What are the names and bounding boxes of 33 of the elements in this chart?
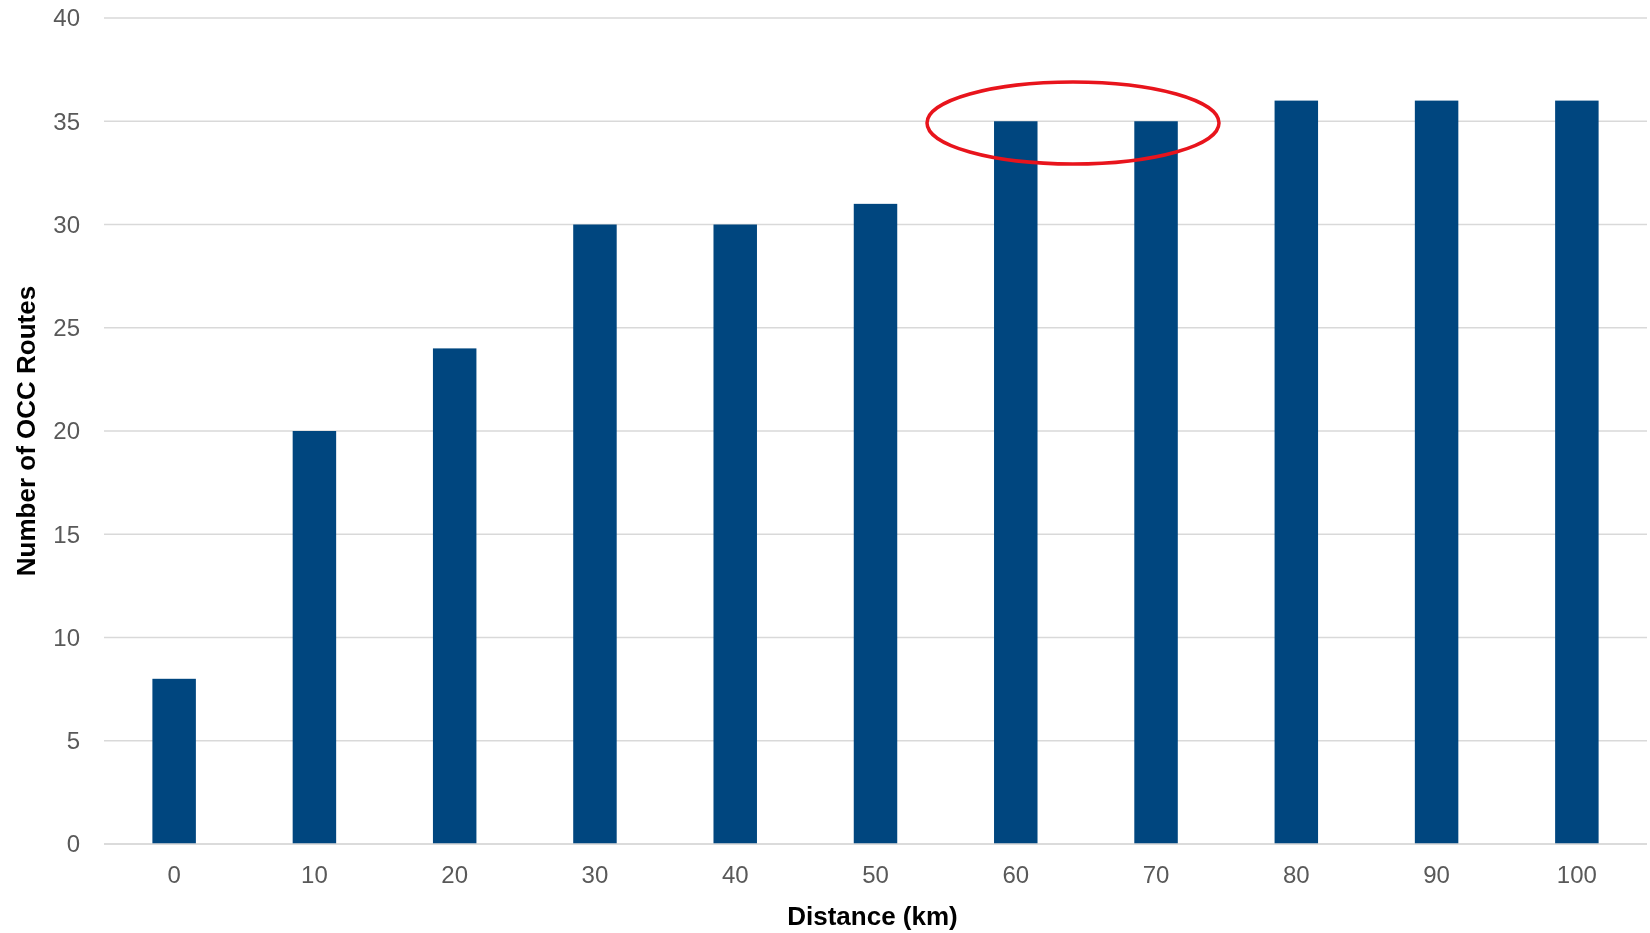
x-tick-label: 90: [1423, 861, 1450, 889]
bar: [152, 678, 196, 844]
bar: [1274, 100, 1319, 844]
bar: [853, 203, 898, 844]
y-axis-title: Number of OCC Routes: [11, 285, 42, 577]
bar: [713, 224, 757, 844]
y-tick-label: 20: [53, 417, 80, 445]
x-tick-label: 80: [1282, 861, 1310, 889]
y-tick-label: 35: [53, 107, 80, 135]
bar: [1555, 100, 1599, 844]
x-tick-label: 30: [581, 861, 609, 889]
y-tick-label: 0: [66, 830, 80, 858]
x-tick-label: 20: [441, 861, 469, 889]
x-tick-label: 40: [721, 861, 749, 889]
y-tick-label: 30: [53, 210, 80, 238]
bar: [292, 431, 337, 844]
y-tick-label: 15: [53, 520, 80, 548]
bar: [994, 121, 1038, 844]
x-axis-title: Distance (km): [787, 901, 958, 932]
x-tick-label: 100: [1556, 861, 1597, 889]
y-tick-label: 25: [53, 314, 80, 342]
x-tick-label: 0: [167, 861, 181, 889]
bar: [573, 224, 617, 844]
y-tick-label: 40: [53, 4, 80, 32]
x-tick-label: 70: [1142, 861, 1170, 889]
x-tick-label: 50: [862, 861, 889, 889]
y-tick-label: 10: [53, 623, 80, 651]
bar: [1134, 121, 1178, 844]
x-tick-label: 10: [301, 861, 328, 889]
y-tick-label: 5: [66, 727, 80, 755]
bar: [1414, 100, 1459, 844]
bar: [432, 348, 477, 844]
x-tick-label: 60: [1002, 861, 1030, 889]
